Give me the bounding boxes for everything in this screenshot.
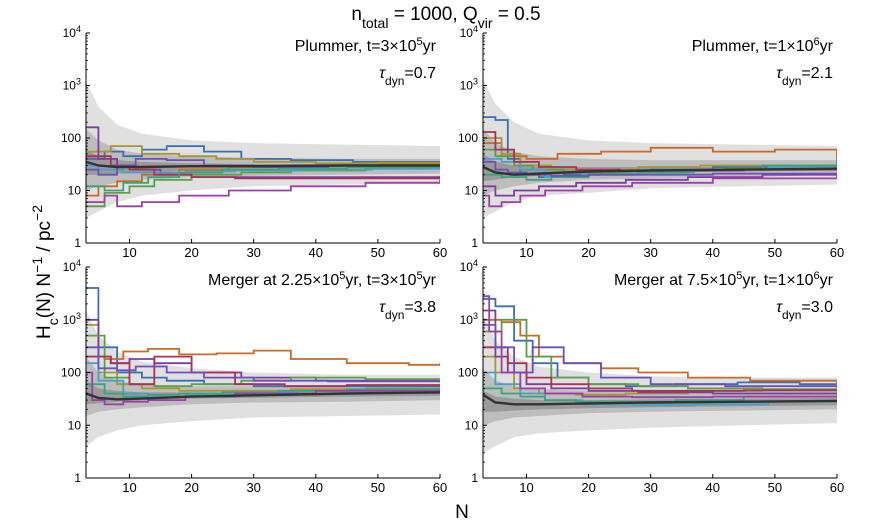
- panel-top-left: 10 20 30 40 50 60 1 10 100 103 104 Plummer, t=3×105…: [61, 24, 447, 260]
- x-tick-label: 60: [433, 480, 447, 495]
- series-line-10: [483, 295, 837, 399]
- panel-label: Plummer, t=1×106yr: [692, 36, 834, 55]
- x-tick-label: 40: [706, 245, 720, 260]
- median-line: [86, 160, 440, 169]
- panel-top-right: 10 20 30 40 50 60 1 10 100 103 104 Plummer, t=1×106…: [458, 24, 844, 260]
- band-outer: [483, 79, 837, 218]
- x-tick-label: 50: [768, 245, 782, 260]
- panel-label: Plummer, t=3×105yr: [295, 36, 437, 55]
- tau-label: τdyn=3.8: [379, 299, 436, 322]
- series-line-9: [483, 324, 837, 388]
- series-line-10: [86, 371, 440, 406]
- series-line-4: [483, 172, 837, 197]
- tau-label: τdyn=2.1: [776, 65, 833, 88]
- series-line-1: [86, 145, 440, 163]
- y-tick-label: 104: [63, 24, 81, 40]
- panel-label: Merger at 2.25×105yr, t=3×105yr: [208, 270, 437, 289]
- y-tick-label: 104: [63, 258, 81, 274]
- series-line-9: [483, 161, 837, 177]
- series-line-5: [86, 334, 440, 388]
- y-tick-label: 103: [460, 77, 478, 93]
- y-tick-label: 103: [460, 311, 478, 327]
- x-tick-label: 10: [122, 245, 136, 260]
- y-tick-label: 10: [465, 184, 479, 198]
- x-tick-label: 20: [581, 480, 595, 495]
- x-tick-label: 10: [122, 480, 136, 495]
- x-tick-label: 60: [433, 245, 447, 260]
- x-tick-label: 30: [643, 245, 657, 260]
- x-tick-label: 50: [768, 480, 782, 495]
- figure-title: ntotal = 1000, Qvir = 0.5: [351, 4, 540, 31]
- y-tick-label: 104: [460, 258, 478, 274]
- series-line-9: [86, 346, 440, 383]
- band-middle: [483, 128, 837, 196]
- series-line-4: [86, 126, 440, 178]
- panel-bottom-right: 10 20 30 40 50 60 1 10 100 103 104 Merger at 7.5×10…: [458, 258, 844, 495]
- x-tick-label: 50: [371, 480, 385, 495]
- panel-bottom-left: 10 20 30 40 50 60 1 10 100 103 104 Merger at 2.25×1…: [61, 258, 447, 495]
- x-tick-label: 30: [246, 245, 260, 260]
- x-tick-label: 60: [830, 480, 844, 495]
- panel-label: Merger at 7.5×105yr, t=1×106yr: [614, 270, 834, 289]
- series-line-3: [86, 145, 440, 165]
- x-tick-label: 40: [309, 245, 323, 260]
- y-tick-label: 10: [465, 418, 479, 432]
- series-line-7: [483, 346, 837, 392]
- y-tick-label: 100: [61, 131, 81, 145]
- x-tick-label: 20: [184, 480, 198, 495]
- median-line: [483, 165, 837, 176]
- plot-area: [483, 295, 837, 453]
- x-tick-label: 30: [643, 480, 657, 495]
- plot-area: [86, 287, 440, 447]
- series-line-8: [483, 387, 837, 403]
- median-line: [483, 393, 837, 406]
- series-line-10: [86, 179, 440, 208]
- x-tick-label: 40: [309, 480, 323, 495]
- x-tick-label: 50: [371, 245, 385, 260]
- series-line-8: [86, 165, 440, 192]
- x-tick-label: 20: [581, 245, 595, 260]
- y-tick-label: 100: [458, 366, 478, 380]
- y-tick-label: 1: [74, 471, 81, 485]
- y-tick-label: 100: [458, 131, 478, 145]
- y-tick-label: 1: [471, 236, 478, 250]
- plot-area: [86, 81, 440, 218]
- y-tick-label: 10: [68, 418, 82, 432]
- y-tick-label: 100: [61, 366, 81, 380]
- x-axis-label: N: [455, 502, 469, 523]
- series-line-10: [483, 174, 837, 208]
- y-tick-label: 103: [63, 311, 81, 327]
- x-tick-label: 60: [830, 245, 844, 260]
- y-tick-label: 104: [460, 24, 478, 40]
- series-line-4: [483, 309, 837, 395]
- series-line-2: [86, 348, 440, 366]
- series-line-6: [86, 164, 440, 174]
- x-tick-label: 10: [519, 480, 533, 495]
- x-tick-label: 30: [246, 480, 260, 495]
- y-tick-label: 1: [471, 471, 478, 485]
- x-tick-label: 10: [519, 245, 533, 260]
- band-inner: [86, 149, 440, 175]
- x-tick-label: 20: [184, 245, 198, 260]
- plot-area: [483, 79, 837, 218]
- y-tick-label: 1: [74, 236, 81, 250]
- median-line: [86, 391, 440, 401]
- tau-label: τdyn=0.7: [379, 65, 436, 88]
- series-line-3: [483, 137, 837, 171]
- y-tick-label: 10: [68, 184, 82, 198]
- y-tick-label: 103: [63, 77, 81, 93]
- y-axis-label: Hc(N) N−1 / pc−2: [29, 205, 61, 339]
- x-tick-label: 40: [706, 480, 720, 495]
- band-outer: [86, 81, 440, 218]
- series-line-2: [483, 142, 837, 160]
- series-line-1: [483, 116, 837, 178]
- tau-label: τdyn=3.0: [776, 299, 833, 322]
